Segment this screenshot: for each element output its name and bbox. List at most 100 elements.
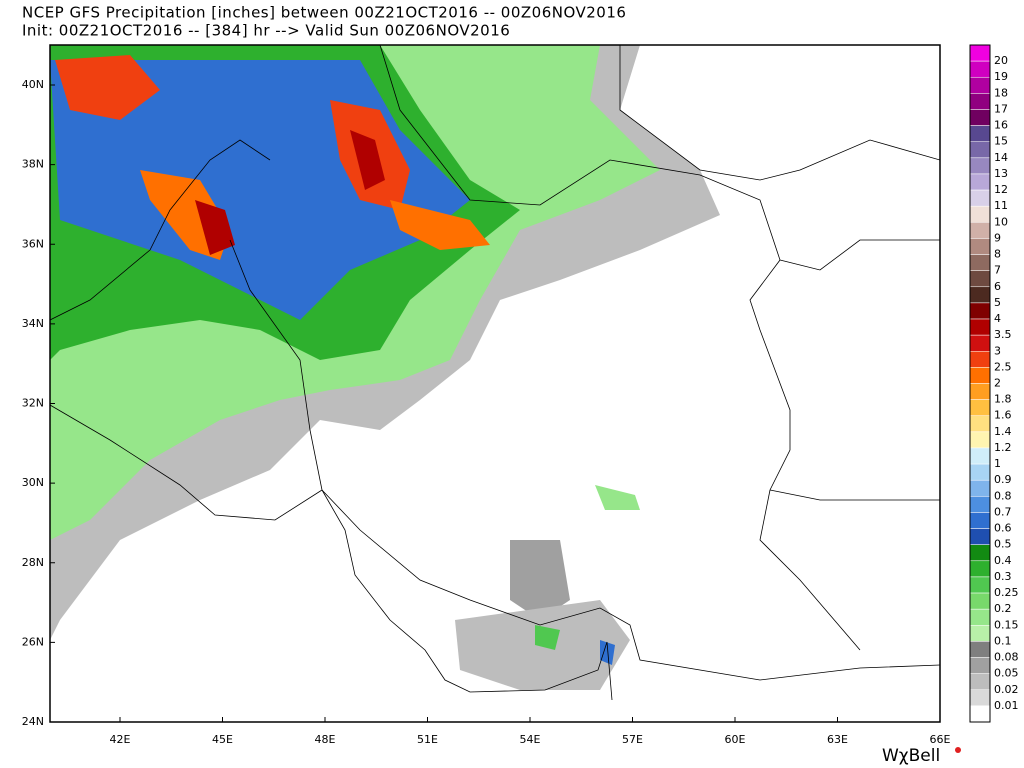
- colorbar-swatch: [969, 351, 991, 368]
- colorbar-swatch: [969, 254, 991, 271]
- colorbar-swatch: [969, 496, 991, 513]
- axes: 40N 38N 36N 34N 32N 30N 28N 26N 24N 42E 45E 48E 51E 5…: [22, 78, 951, 746]
- lat-label: 24N: [22, 715, 44, 728]
- lon-label: 63E: [827, 733, 848, 746]
- colorbar-label: 1.8: [994, 393, 1012, 406]
- colorbar-label: 11: [994, 199, 1008, 212]
- colorbar-swatch: [969, 625, 991, 642]
- lon-label: 54E: [520, 733, 541, 746]
- colorbar: 20 19 18 17 16 15 14 13 12 11 10 9 8 7 6 5 4 3.5 3 2.5 2 1.8 1…: [969, 44, 1019, 723]
- colorbar-swatch: [969, 560, 991, 578]
- colorbar-swatch: [969, 44, 991, 62]
- colorbar-label: 0.3: [994, 570, 1012, 583]
- title-line1: NCEP GFS Precipitation [inches] between …: [22, 4, 626, 22]
- colorbar-swatch: [969, 673, 991, 691]
- colorbar-label: 1.2: [994, 441, 1012, 454]
- colorbar-label: 0.08: [994, 651, 1019, 664]
- colorbar-label: 0.9: [994, 473, 1012, 486]
- colorbar-label: 0.05: [994, 667, 1019, 680]
- colorbar-label: 0.7: [994, 505, 1012, 518]
- colorbar-label: 13: [994, 167, 1008, 180]
- colorbar-label: 0.02: [994, 683, 1019, 696]
- title-line2: Init: 00Z21OCT2016 -- [384] hr --> Valid…: [22, 22, 510, 40]
- branding-logo: WχBell: [882, 746, 940, 766]
- colorbar-label: 1.4: [994, 425, 1012, 438]
- colorbar-swatch: [969, 238, 991, 255]
- colorbar-swatch: [969, 431, 991, 449]
- colorbar-label: 18: [994, 86, 1008, 99]
- colorbar-swatch: [969, 689, 991, 707]
- borders: [50, 45, 940, 701]
- colorbar-label: 3.5: [994, 328, 1012, 341]
- colorbar-swatch: [969, 463, 991, 481]
- colorbar-swatch: [969, 141, 991, 159]
- colorbar-label: 0.2: [994, 602, 1012, 615]
- colorbar-label: 16: [994, 119, 1008, 132]
- colorbar-swatch: [969, 173, 991, 191]
- lon-label: 60E: [725, 733, 746, 746]
- colorbar-label: 1: [994, 457, 1001, 470]
- colorbar-label: 17: [994, 102, 1008, 115]
- colorbar-label: 4: [994, 312, 1001, 325]
- colorbar-swatch: [969, 641, 991, 658]
- colorbar-label: 7: [994, 264, 1001, 277]
- colorbar-swatch: [969, 205, 991, 223]
- colorbar-swatch: [969, 60, 991, 78]
- colorbar-swatch: [969, 657, 991, 674]
- colorbar-swatch: [969, 334, 991, 352]
- lat-label: 34N: [22, 317, 44, 330]
- colorbar-swatch: [969, 125, 991, 142]
- colorbar-label: 0.8: [994, 489, 1012, 502]
- colorbar-swatch: [969, 270, 991, 288]
- colorbar-label: 0.6: [994, 522, 1012, 535]
- colorbar-label: 20: [994, 54, 1008, 67]
- colorbar-swatch: [969, 157, 991, 175]
- colorbar-label: 0.5: [994, 538, 1012, 551]
- map-frame: [49, 44, 941, 723]
- colorbar-label: 9: [994, 231, 1001, 244]
- lat-label: 30N: [22, 476, 44, 489]
- colorbar-swatch: [969, 286, 991, 304]
- lon-label: 51E: [417, 733, 438, 746]
- colorbar-label: 0.4: [994, 554, 1012, 567]
- colorbar-swatch: [969, 109, 991, 126]
- colorbar-label: 8: [994, 248, 1001, 261]
- colorbar-label: 6: [994, 280, 1001, 293]
- colorbar-label: 14: [994, 151, 1008, 164]
- colorbar-swatch: [969, 318, 991, 336]
- colorbar-swatch: [969, 576, 991, 594]
- colorbar-label: 0.15: [994, 618, 1019, 631]
- colorbar-label: 12: [994, 183, 1008, 196]
- lon-label: 66E: [930, 733, 951, 746]
- colorbar-swatch: [969, 302, 991, 320]
- colorbar-label: 10: [994, 215, 1008, 228]
- precip-field: [50, 45, 720, 690]
- colorbar-label: 15: [994, 135, 1008, 148]
- lon-label: 45E: [212, 733, 233, 746]
- colorbar-frame: [969, 44, 991, 723]
- colorbar-label: 1.6: [994, 409, 1012, 422]
- colorbar-swatch: [969, 383, 991, 400]
- colorbar-swatch: [969, 528, 991, 545]
- colorbar-swatch: [969, 76, 991, 94]
- colorbar-label: 5: [994, 296, 1001, 309]
- lon-label: 48E: [315, 733, 336, 746]
- colorbar-label: 0.25: [994, 586, 1019, 599]
- colorbar-label: 2.5: [994, 360, 1012, 373]
- colorbar-swatch: [969, 222, 991, 239]
- lat-label: 26N: [22, 635, 44, 648]
- colorbar-swatch: [969, 592, 991, 610]
- lon-label: 42E: [110, 733, 131, 746]
- colorbar-label: 19: [994, 70, 1008, 83]
- colorbar-label: 0.01: [994, 699, 1019, 712]
- colorbar-swatch: [969, 608, 991, 626]
- colorbar-swatch: [969, 93, 991, 110]
- colorbar-swatch: [969, 367, 991, 384]
- lat-label: 38N: [22, 158, 44, 171]
- colorbar-swatch: [969, 415, 991, 433]
- lat-label: 36N: [22, 237, 44, 250]
- colorbar-label: 3: [994, 344, 1001, 357]
- lat-label: 28N: [22, 556, 44, 569]
- colorbar-swatch: [969, 479, 991, 497]
